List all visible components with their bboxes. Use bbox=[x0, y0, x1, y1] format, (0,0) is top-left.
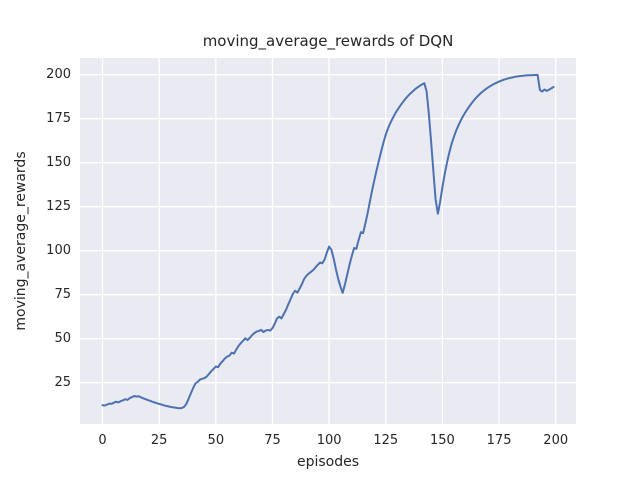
plot-area bbox=[80, 58, 576, 424]
y-tick-label: 50 bbox=[54, 330, 71, 346]
x-tick-label: 100 bbox=[316, 433, 342, 448]
chart-title: moving_average_rewards of DQN bbox=[202, 32, 454, 50]
line-chart-svg bbox=[80, 58, 576, 424]
y-tick-label: 25 bbox=[54, 374, 71, 390]
y-tick-label: 100 bbox=[46, 242, 71, 258]
x-tick-label: 125 bbox=[373, 433, 399, 448]
x-tick-label: 50 bbox=[207, 433, 225, 448]
x-axis-label: episodes bbox=[296, 454, 360, 470]
y-tick-label: 200 bbox=[46, 66, 71, 82]
y-tick-label: 175 bbox=[46, 110, 71, 126]
x-tick-label: 175 bbox=[486, 433, 512, 448]
x-tick-label: 150 bbox=[430, 433, 455, 448]
gridlines bbox=[80, 58, 576, 424]
y-tick-label: 125 bbox=[46, 198, 71, 214]
y-axis-label: moving_average_rewards bbox=[13, 151, 29, 331]
y-tick-label: 150 bbox=[46, 154, 71, 170]
moving-average-reward-line bbox=[101, 73, 555, 410]
y-tick-label: 75 bbox=[54, 286, 71, 302]
x-tick-label: 25 bbox=[150, 433, 168, 448]
x-tick-label: 75 bbox=[264, 433, 281, 448]
x-tick-label: 200 bbox=[543, 433, 569, 448]
x-tick-label: 0 bbox=[98, 433, 107, 448]
